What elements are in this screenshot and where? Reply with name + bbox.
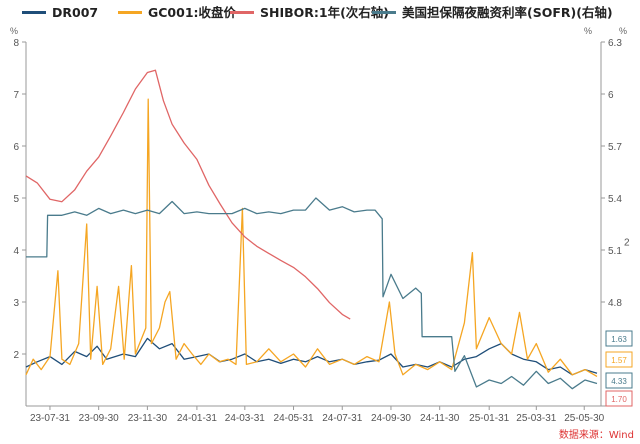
series-line-1 (25, 98, 598, 377)
right-axis-tick-label: 5.1 (608, 246, 622, 257)
legend-label-sofr: 美国担保隔夜融资利率(SOFR)(右轴) (402, 5, 613, 20)
series-line-2 (25, 69, 351, 320)
end-label-box (605, 351, 633, 368)
x-axis-tick-label: 25-05-30 (564, 413, 604, 424)
x-axis-tick-label: 25-03-31 (516, 413, 556, 424)
end-label-box (605, 372, 633, 389)
left-axis-tick-label: 3 (13, 298, 19, 309)
legend-label-shibor: SHIBOR:1年(次右轴) (260, 5, 390, 20)
x-axis-tick-label: 23-09-30 (79, 413, 119, 424)
left-axis-tick-label: 5 (13, 194, 19, 205)
right-axis-tick-label: 6 (608, 90, 614, 101)
end-label-value: 1.63 (611, 335, 627, 344)
left-axis-tick-label: 6 (13, 142, 19, 153)
x-axis-tick-label: 24-05-31 (274, 413, 314, 424)
right2-axis-unit: % (619, 26, 627, 36)
legend-swatch-sofr (372, 11, 396, 14)
x-axis-tick-label: 24-09-30 (371, 413, 411, 424)
left-axis-tick-label: 7 (13, 90, 19, 101)
series-line-3 (26, 197, 598, 390)
right2-axis-tick-label: 2 (624, 238, 630, 249)
legend-item-shibor[interactable]: SHIBOR:1年(次右轴) (230, 3, 389, 23)
right-axis-unit: % (584, 26, 592, 36)
end-label-value: 1.70 (611, 395, 627, 404)
end-label-value: 4.33 (611, 377, 627, 386)
legend-swatch-gc001 (118, 11, 142, 14)
x-axis-tick-label: 24-11-30 (420, 413, 460, 424)
end-label-value: 1.57 (611, 356, 627, 365)
legend-label-gc001: GC001:收盘价 (148, 5, 237, 20)
x-axis-tick-label: 24-07-31 (322, 413, 362, 424)
legend-item-dr007[interactable]: DR007 (22, 3, 98, 23)
left-axis-unit: % (10, 26, 18, 36)
x-axis-tick-label: 23-07-31 (30, 413, 70, 424)
end-label-box (605, 330, 633, 347)
x-axis-tick-label: 24-01-31 (177, 413, 217, 424)
right-axis-tick-label: 5.7 (608, 142, 622, 153)
right-axis-tick-label: 4.8 (608, 298, 622, 309)
right-axis-tick-label: 6.3 (608, 38, 622, 49)
chart-legend: DR007 GC001:收盘价 SHIBOR:1年(次右轴) 美国担保隔夜融资利… (0, 3, 640, 23)
legend-item-gc001[interactable]: GC001:收盘价 (118, 3, 236, 23)
legend-swatch-shibor (230, 11, 254, 14)
legend-swatch-dr007 (22, 11, 46, 14)
left-axis-tick-label: 8 (13, 38, 19, 49)
left-axis-tick-label: 2 (13, 350, 19, 361)
left-axis-tick-label: 4 (13, 246, 19, 257)
end-label-box (605, 390, 633, 407)
x-axis-tick-label: 23-11-30 (128, 413, 168, 424)
x-axis-tick-label: 25-01-31 (469, 413, 509, 424)
source-note: 数据来源：Wind (558, 430, 634, 441)
right-axis-tick-label: 5.4 (608, 194, 622, 205)
legend-label-dr007: DR007 (52, 5, 99, 20)
x-axis-tick-label: 24-03-31 (225, 413, 265, 424)
legend-item-sofr[interactable]: 美国担保隔夜融资利率(SOFR)(右轴) (372, 3, 613, 23)
